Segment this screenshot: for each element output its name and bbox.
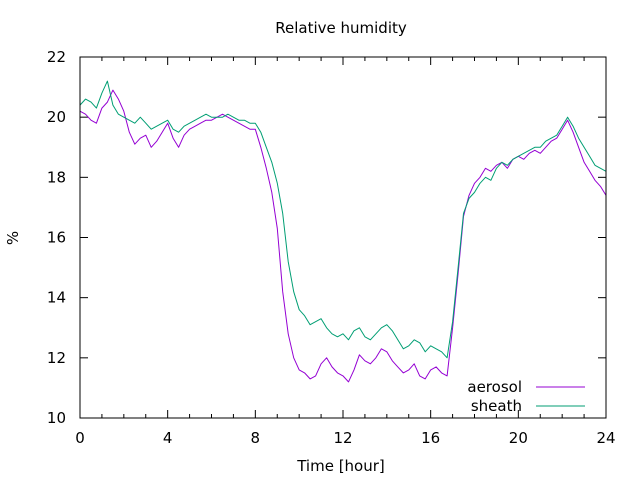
x-tick-label: 24: [596, 429, 615, 447]
legend-label-aerosol: aerosol: [467, 378, 522, 396]
y-tick-label: 16: [47, 229, 66, 247]
series-line-sheath: [79, 80, 607, 359]
x-tick-label: 16: [421, 429, 440, 447]
y-axis-label: %: [4, 231, 22, 245]
plot-frame: [79, 56, 607, 419]
legend-label-sheath: sheath: [471, 397, 522, 415]
y-tick-label: 10: [47, 409, 66, 427]
y-tick-label: 18: [47, 168, 66, 186]
axes: 0 4 8 12 16 20 24 10 12 14 16 18 20 22: [47, 48, 616, 447]
x-axis-label: Time [hour]: [296, 457, 385, 475]
series-group: [79, 80, 607, 383]
y-tick-label: 14: [47, 289, 66, 307]
x-tick-label: 8: [251, 429, 261, 447]
chart-title: Relative humidity: [275, 19, 407, 37]
x-tick-label: 4: [163, 429, 173, 447]
y-tick-label: 12: [47, 349, 66, 367]
x-tick-label: 12: [333, 429, 352, 447]
x-tick-label: 20: [509, 429, 528, 447]
x-tick-label: 0: [75, 429, 85, 447]
y-tick-label: 22: [47, 48, 66, 66]
y-tick-label: 20: [47, 108, 66, 126]
series-line-aerosol: [79, 89, 607, 383]
